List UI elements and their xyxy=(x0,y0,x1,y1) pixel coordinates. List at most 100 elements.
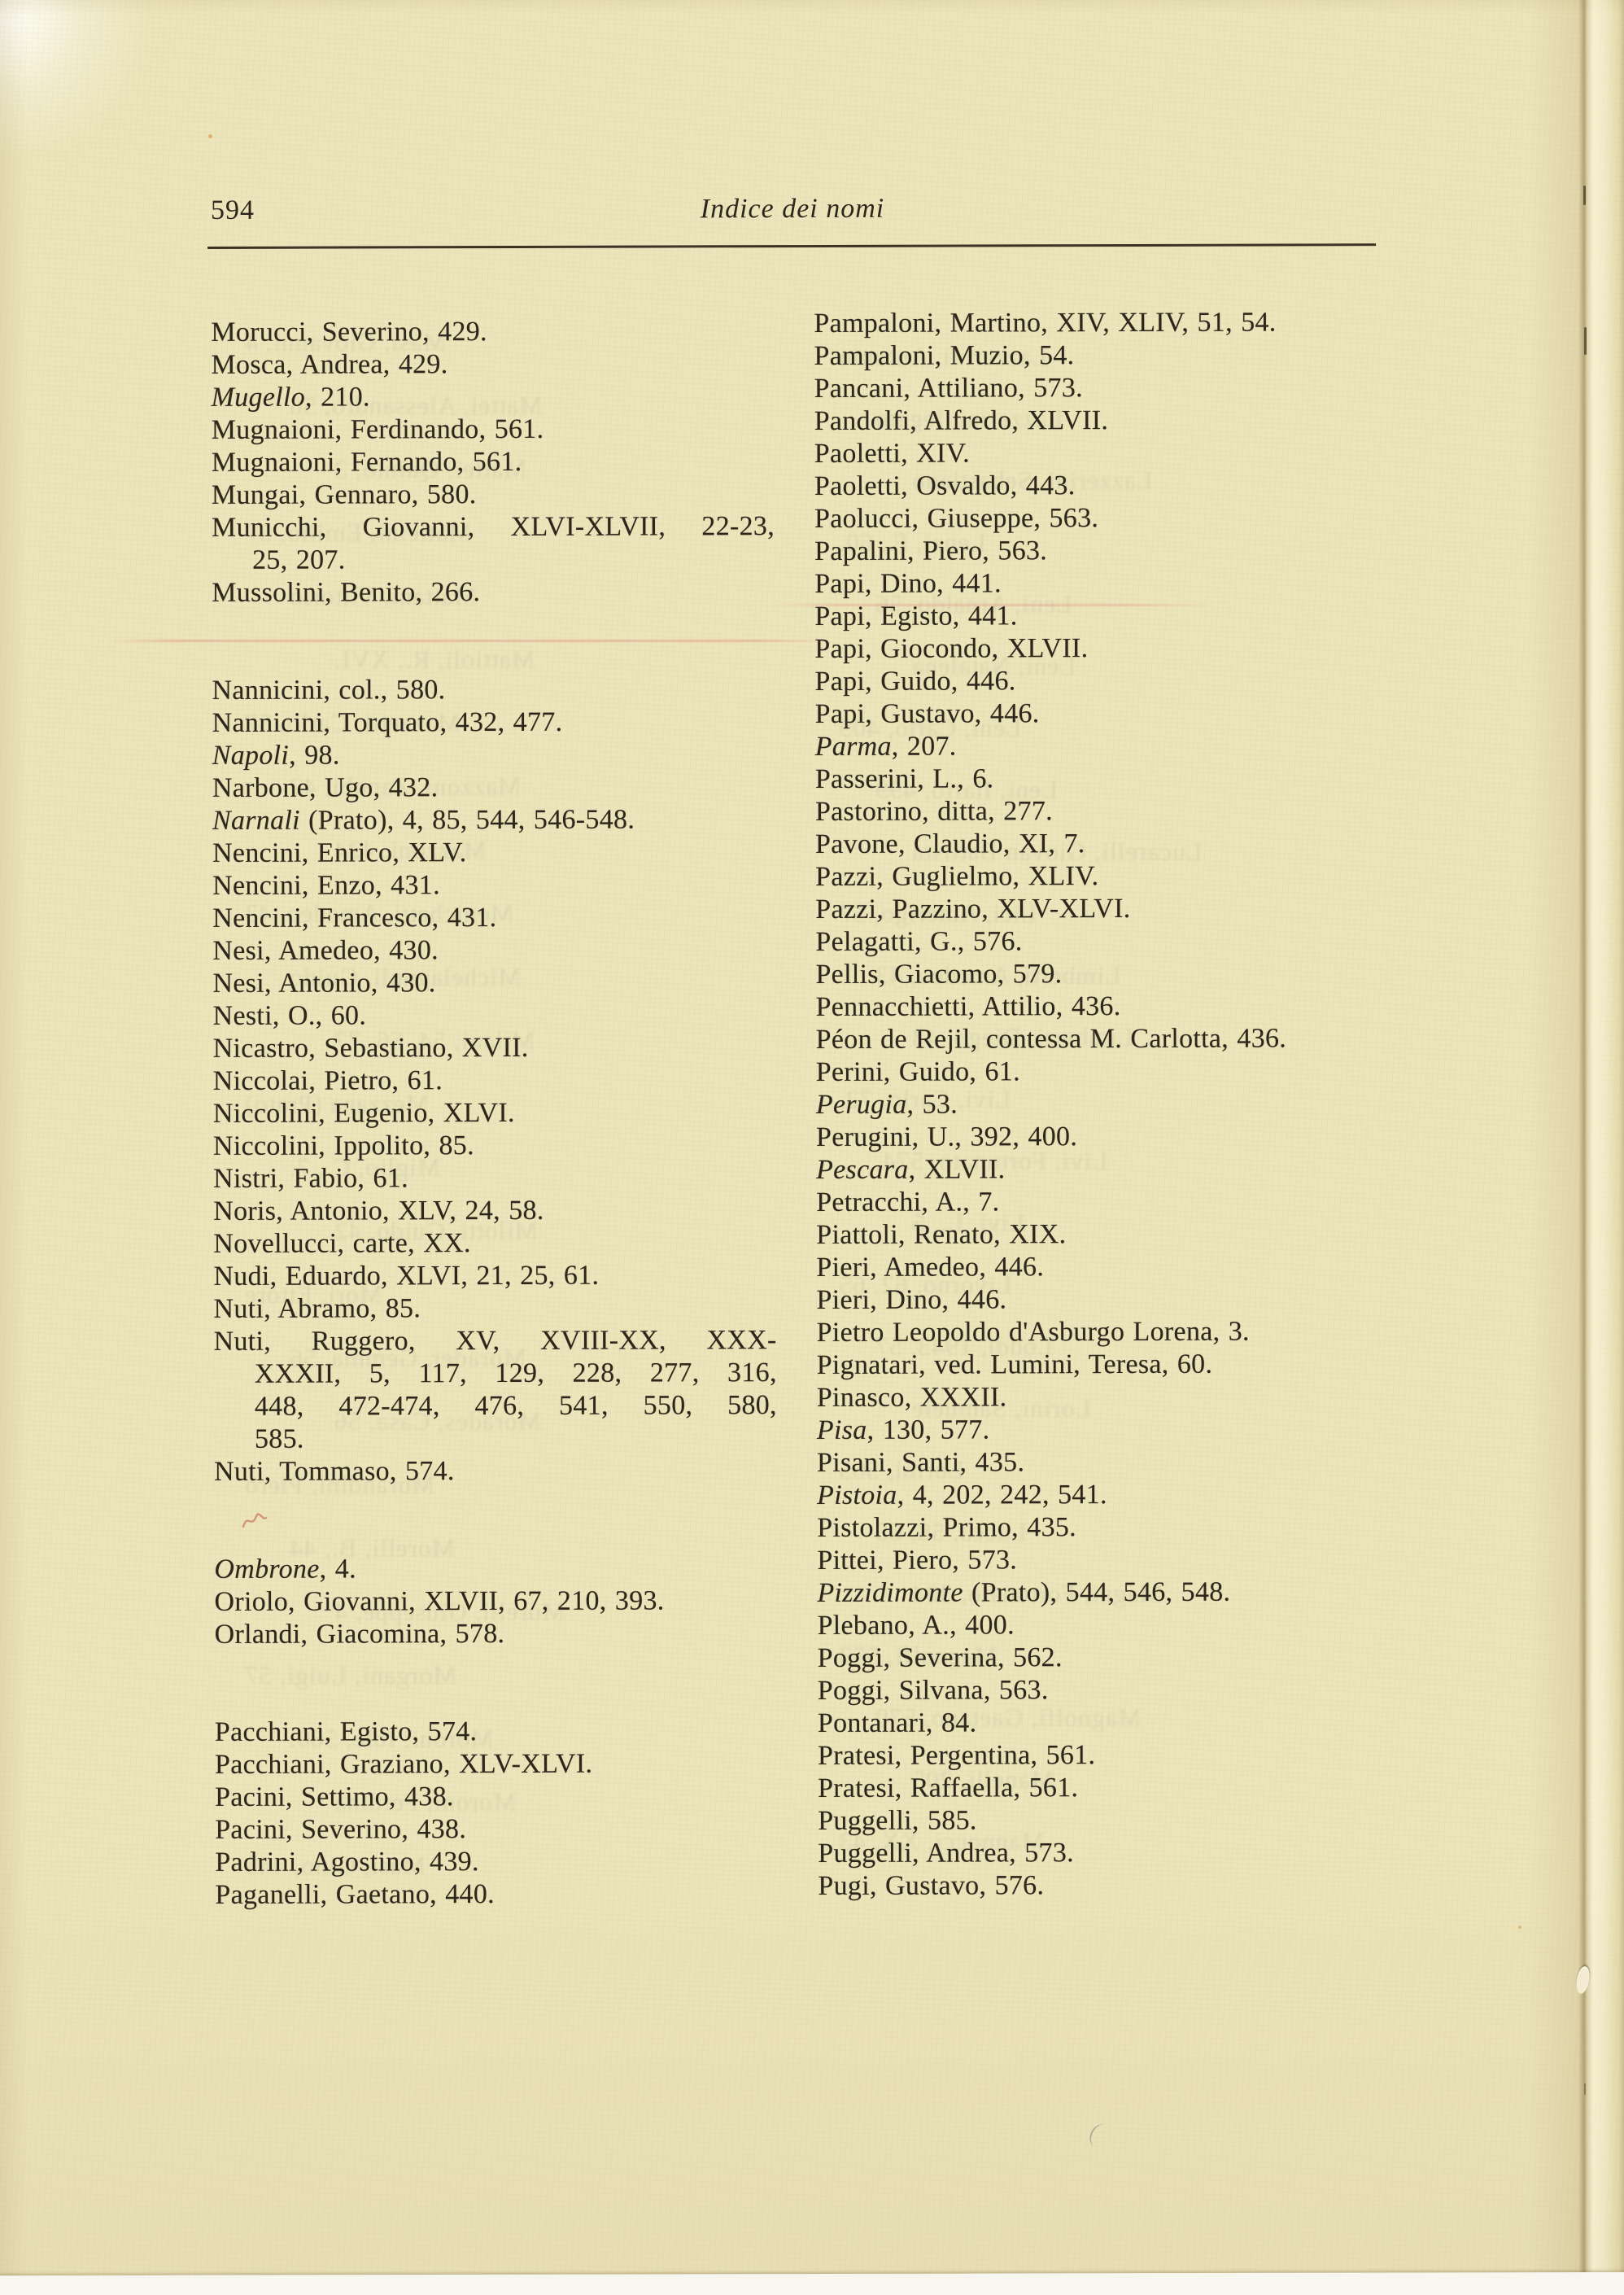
index-entry: Plebano, A., 400. xyxy=(817,1608,1377,1642)
index-entry: Pancani, Attiliano, 573. xyxy=(814,371,1375,405)
index-entry-line: Narnali (Prato), 4, 85, 544, 546-548. xyxy=(212,804,635,836)
running-title: Indice dei nomi xyxy=(700,193,885,225)
index-entry: Paoletti, Osvaldo, 443. xyxy=(814,469,1375,503)
index-entry-line: Paoletti, Osvaldo, 443. xyxy=(814,470,1076,501)
index-entry-line: Mungai, Gennaro, 580. xyxy=(211,479,477,510)
index-entry: Pratesi, Raffaella, 561. xyxy=(818,1771,1378,1805)
index-entry-line: Municchi, Giovanni, XLVI-XLVII, 22-23, xyxy=(211,511,775,543)
index-entry-line: Pieri, Dino, 446. xyxy=(816,1284,1007,1315)
index-entry-line: Pacini, Settimo, 438. xyxy=(215,1781,454,1812)
index-entry: Nistri, Fabio, 61. xyxy=(213,1161,776,1196)
index-entry: Narbone, Ugo, 432. xyxy=(212,771,775,805)
index-entry: Pieri, Dino, 446. xyxy=(816,1283,1377,1317)
index-entry: Niccolini, Ippolito, 85. xyxy=(213,1129,776,1163)
index-entry: Pistolazzi, Primo, 435. xyxy=(817,1510,1377,1545)
index-entry: Pisani, Santi, 435. xyxy=(817,1445,1377,1480)
place-name-italic: Parma xyxy=(814,731,892,762)
index-entry-line: Perugini, U., 392, 400. xyxy=(815,1121,1078,1152)
index-entry: Papi, Dino, 441. xyxy=(814,566,1375,601)
index-entry: Poggi, Severina, 562. xyxy=(818,1641,1378,1675)
index-entry: Pugi, Gustavo, 576. xyxy=(818,1869,1378,1903)
index-entry: Morucci, Severino, 429. xyxy=(211,315,774,349)
index-entry: Nencini, Francesco, 431. xyxy=(212,901,775,935)
index-entry-line: Pampaloni, Muzio, 54. xyxy=(814,340,1075,371)
index-entry-line: Papalini, Piero, 563. xyxy=(814,536,1048,566)
header-rule xyxy=(207,243,1377,249)
index-entry-line: Nudi, Eduardo, XLVI, 21, 25, 61. xyxy=(213,1260,600,1292)
index-entry-line: Pelagatti, G., 576. xyxy=(815,926,1023,957)
index-entry-line: Pennacchietti, Attilio, 436. xyxy=(815,991,1121,1022)
index-entry: Nannicini, Torquato, 432, 477. xyxy=(212,706,775,740)
index-entry: Narnali (Prato), 4, 85, 544, 546-548. xyxy=(212,803,775,837)
index-entry: Perini, Guido, 61. xyxy=(816,1055,1377,1089)
index-entry: Nesi, Antonio, 430. xyxy=(212,966,775,1000)
index-entry-line: Nesti, O., 60. xyxy=(212,1000,367,1031)
index-entry-line: Péon de Rejil, contessa M. Carlotta, 436… xyxy=(815,1023,1287,1055)
stitch-mark xyxy=(1584,2083,1586,2095)
index-entry: Paolucci, Giuseppe, 563. xyxy=(814,501,1375,536)
index-group: Morucci, Severino, 429. Mosca, Andrea, 42… xyxy=(211,315,775,610)
index-entry-line: Perugia, 53. xyxy=(815,1089,958,1120)
index-entry: Perugini, U., 392, 400. xyxy=(816,1120,1377,1154)
place-name-italic: Narnali xyxy=(212,805,300,836)
index-entry: Pittei, Piero, 573. xyxy=(817,1543,1377,1577)
index-entry-line: Niccolini, Eugenio, XLVI. xyxy=(212,1097,515,1129)
index-entry: Péon de Rejil, contessa M. Carlotta, 436… xyxy=(816,1022,1377,1056)
index-entry: Nencini, Enzo, 431. xyxy=(212,868,775,903)
index-entry-line: Piattoli, Renato, XIX. xyxy=(816,1219,1067,1250)
place-name-italic: Mugello xyxy=(211,382,306,413)
index-entry: Pistoia, 4, 202, 242, 541. xyxy=(817,1478,1377,1512)
index-entry-line: Pinasco, XXXII. xyxy=(816,1382,1007,1413)
index-entry-line: Nencini, Francesco, 431. xyxy=(212,903,497,933)
index-entry-line: Pisa, 130, 577. xyxy=(816,1414,990,1445)
index-entry: Novellucci, carte, XX. xyxy=(213,1226,776,1261)
index-entry-line: Pazzi, Guglielmo, XLIV. xyxy=(815,861,1099,892)
index-entry-line: Nesi, Amedeo, 430. xyxy=(212,935,439,966)
index-entry-line: Puggelli, Andrea, 573. xyxy=(818,1838,1074,1869)
index-entry: Mussolini, Benito, 266. xyxy=(212,575,775,610)
index-entry-line: Petracchi, A., 7. xyxy=(816,1187,1000,1217)
index-entry: Padrini, Agostino, 439. xyxy=(215,1845,778,1879)
index-entry: Pampaloni, Muzio, 54. xyxy=(814,339,1374,373)
index-entry-line: Niccolini, Ippolito, 85. xyxy=(212,1130,474,1161)
index-entry-line: Pratesi, Pergentina, 561. xyxy=(817,1740,1096,1771)
place-name-italic: Pescara xyxy=(816,1154,909,1185)
index-entry: Nudi, Eduardo, XLVI, 21, 25, 61. xyxy=(213,1259,776,1293)
index-entry-line: Pizzidimonte (Prato), 544, 546, 548. xyxy=(817,1576,1231,1608)
index-entry: Ombrone, 4. xyxy=(214,1552,777,1586)
index-entry: Poggi, Silvana, 563. xyxy=(818,1673,1378,1707)
index-entry-line: Poggi, Silvana, 563. xyxy=(817,1675,1049,1706)
index-group: Nannicini, col., 580. Nannicini, Torquato… xyxy=(212,673,777,1488)
index-group: Pampaloni, Martino, XIV, XLIV, 51, 54. Pa… xyxy=(814,306,1378,1903)
index-entry-line: Mosca, Andrea, 429. xyxy=(211,349,448,380)
index-entry: Puggelli, Andrea, 573. xyxy=(818,1836,1378,1870)
stitch-mark xyxy=(1583,186,1586,205)
index-entry: Passerini, L., 6. xyxy=(815,762,1376,796)
index-entry-line: Pistolazzi, Primo, 435. xyxy=(817,1512,1077,1543)
place-name-italic: Perugia xyxy=(815,1089,907,1120)
index-entry: Niccolai, Pietro, 61. xyxy=(213,1064,776,1098)
index-entry-line: Mugnaioni, Ferdinando, 561. xyxy=(211,413,544,445)
index-entry-line: Poggi, Severina, 562. xyxy=(817,1642,1063,1673)
index-entry: Pastorino, ditta, 277. xyxy=(815,794,1376,828)
index-entry: Pacini, Settimo, 438. xyxy=(215,1780,778,1814)
index-entry: Pacini, Severino, 438. xyxy=(215,1812,778,1847)
index-entry: Papi, Egisto, 441. xyxy=(814,599,1375,633)
index-entry-line: Mugello, 210. xyxy=(211,382,370,413)
index-entry-line: Ombrone, 4. xyxy=(214,1554,356,1585)
index-entry-line: Puggelli, 585. xyxy=(818,1805,977,1836)
bottom-scan-edge xyxy=(0,2271,1624,2295)
index-entry: Perugia, 53. xyxy=(816,1087,1377,1121)
index-entry: Pennacchietti, Attilio, 436. xyxy=(815,990,1376,1024)
index-entry: Nicastro, Sebastiano, XVII. xyxy=(213,1031,776,1065)
index-entry-line: 585. xyxy=(254,1423,304,1454)
index-entry-line: Morucci, Severino, 429. xyxy=(211,317,487,348)
index-entry-line: XXXII, 5, 117, 129, 228, 277, 316, xyxy=(254,1357,777,1389)
index-entry: Mugello, 210. xyxy=(212,380,775,414)
index-entry: Parma, 207. xyxy=(815,729,1376,763)
index-entry-line: Orlandi, Giacomina, 578. xyxy=(214,1618,505,1650)
index-entry-line: Passerini, L., 6. xyxy=(814,763,994,794)
index-entry: Piattoli, Renato, XIX. xyxy=(816,1217,1377,1252)
index-entry: Puggelli, 585. xyxy=(818,1803,1378,1838)
